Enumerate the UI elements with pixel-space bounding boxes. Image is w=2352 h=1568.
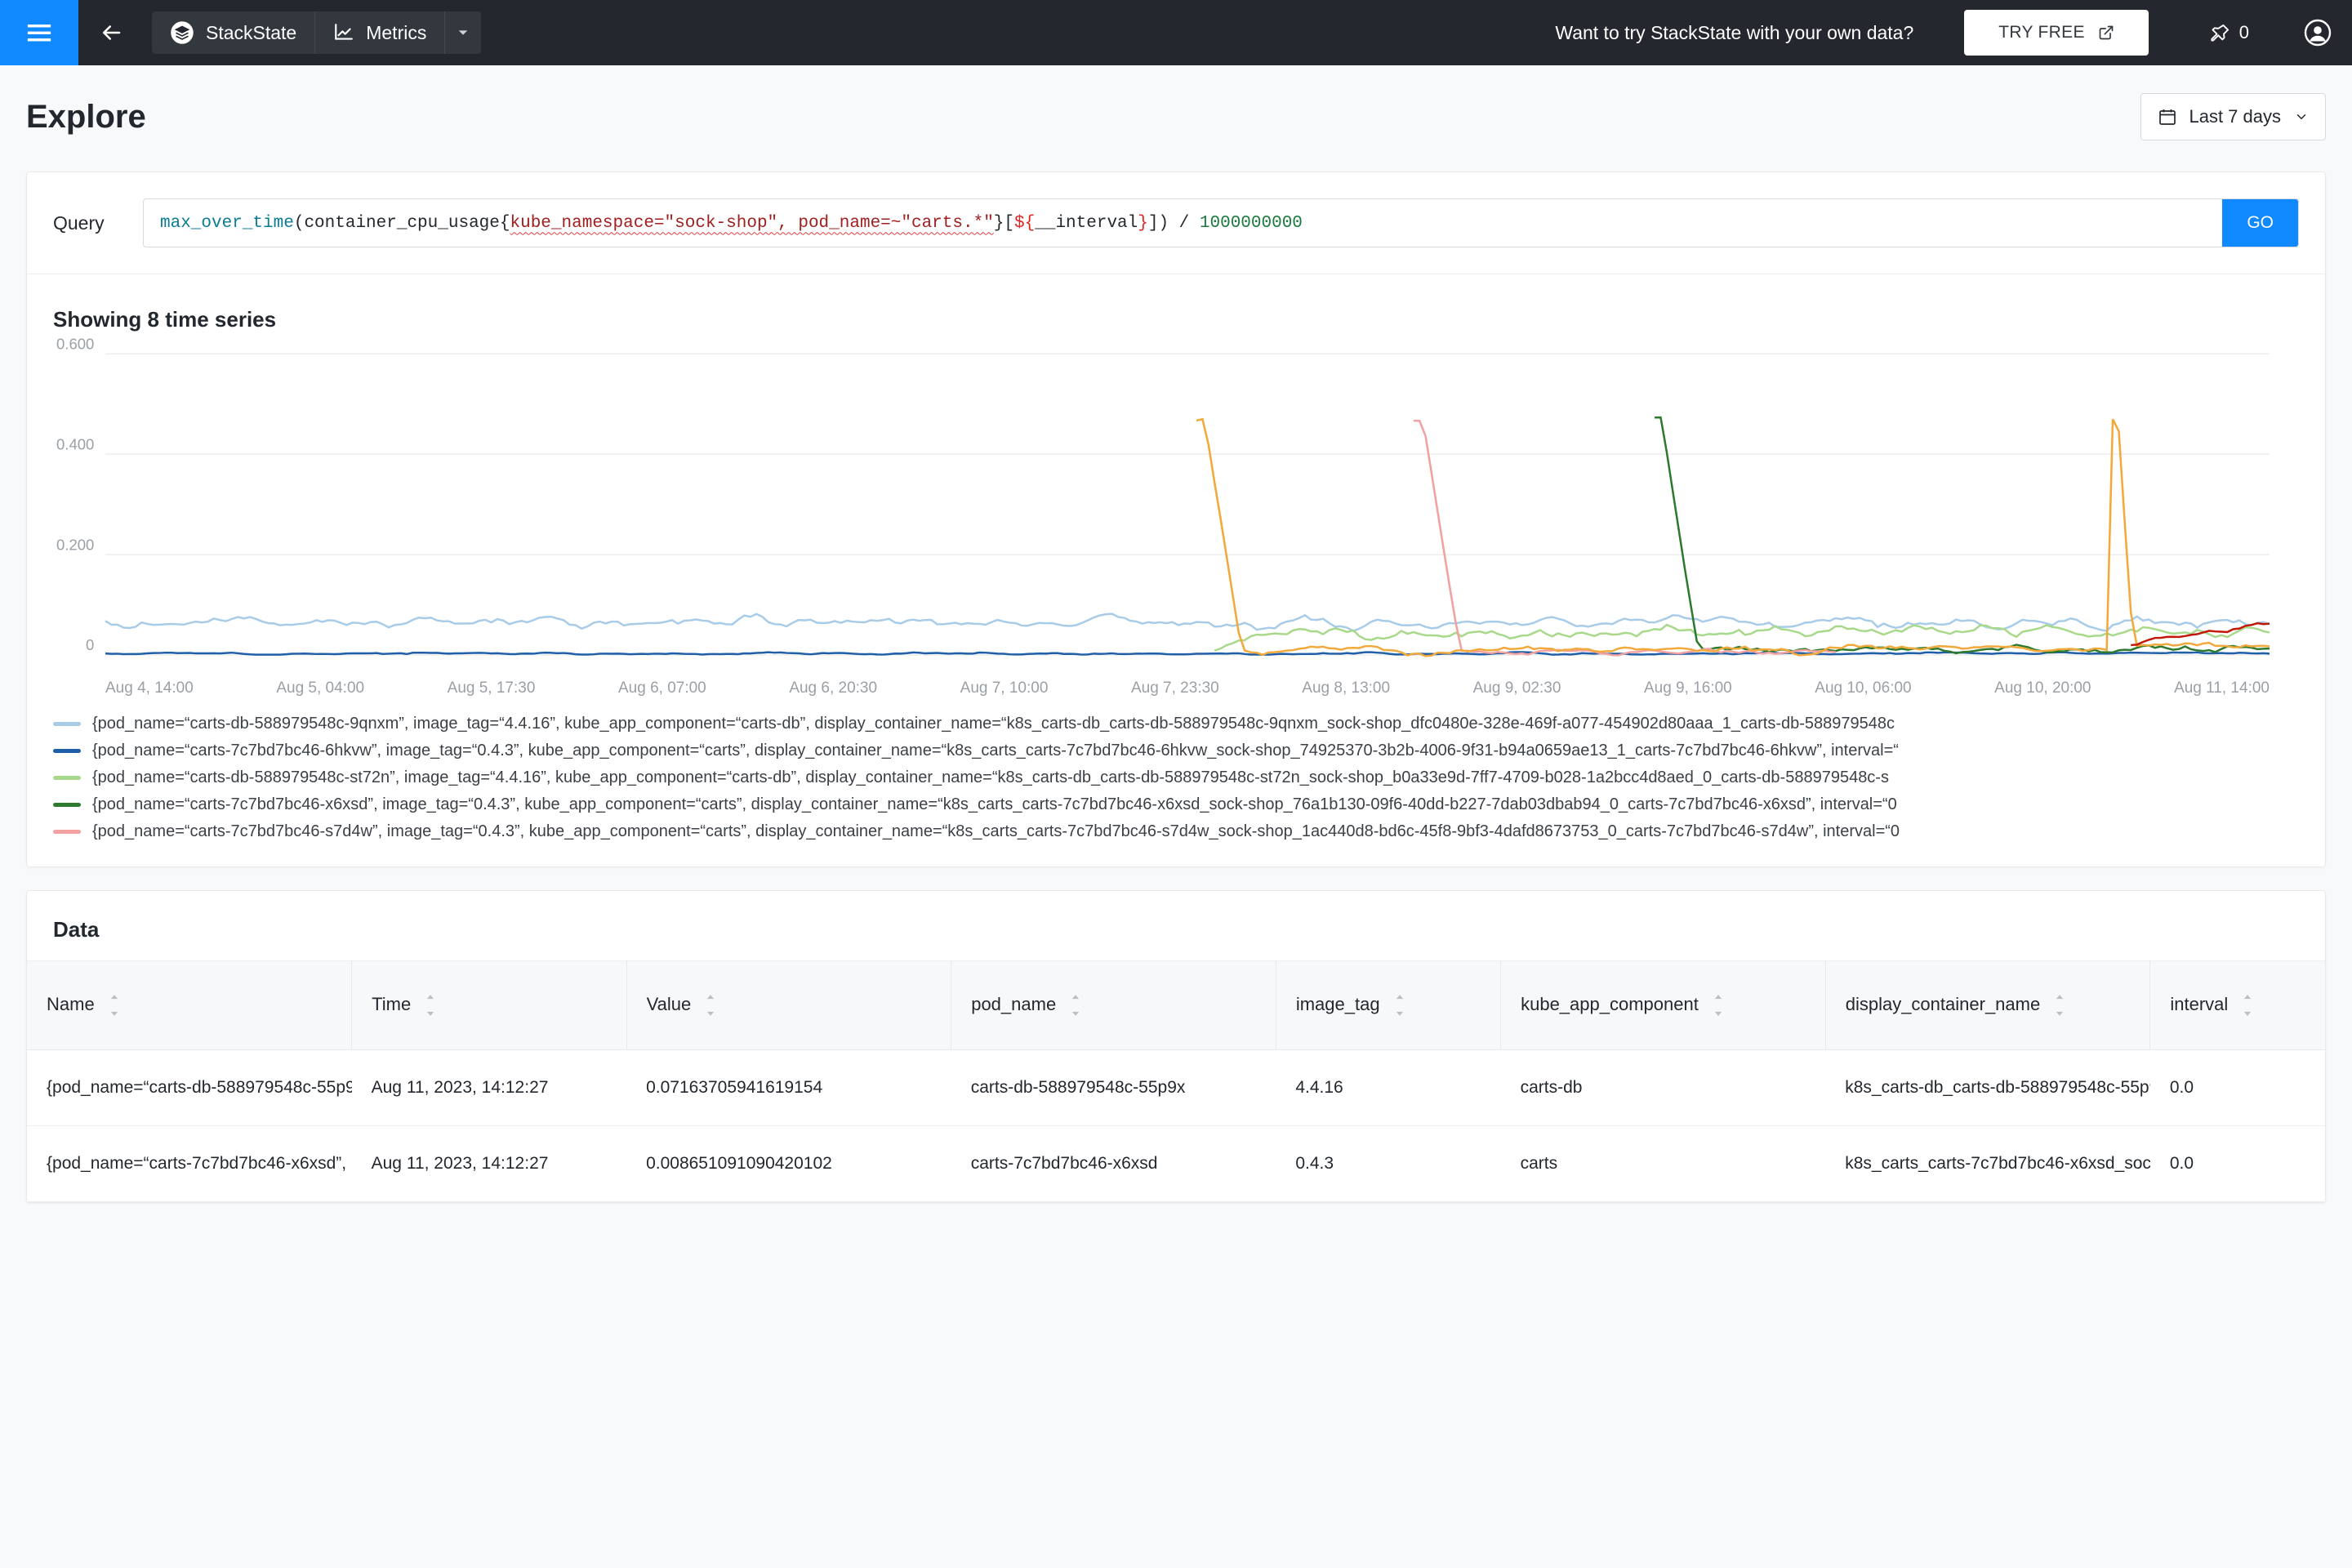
svg-text:0.200: 0.200 bbox=[56, 537, 94, 554]
svg-text:0.400: 0.400 bbox=[56, 436, 94, 453]
svg-text:0.600: 0.600 bbox=[56, 336, 94, 353]
svg-text:0: 0 bbox=[86, 636, 94, 653]
